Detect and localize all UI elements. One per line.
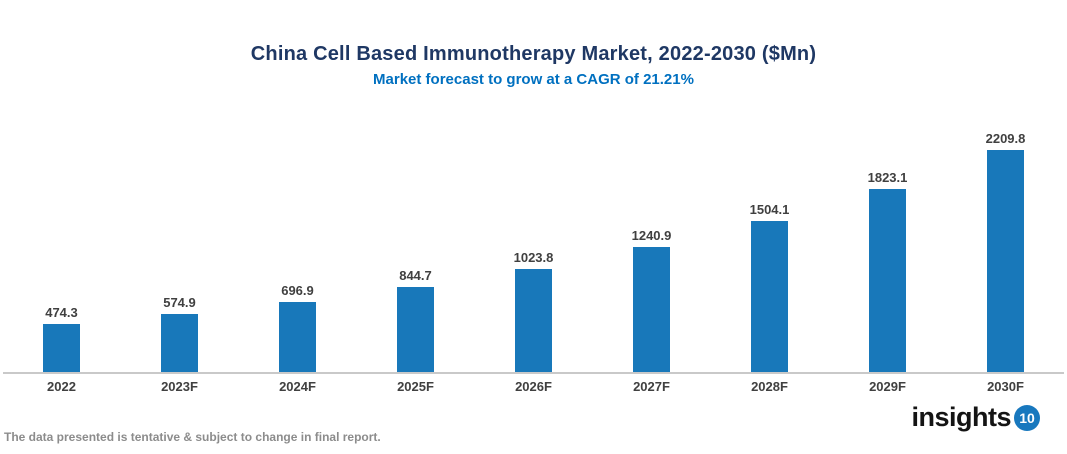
- x-axis-label: 2027F: [633, 379, 670, 394]
- bar-2029F: [869, 189, 906, 372]
- bar-2030F: [987, 150, 1024, 372]
- x-axis-label: 2028F: [751, 379, 788, 394]
- bar-2023F: [161, 314, 198, 372]
- bar-value-label: 1240.9: [631, 228, 672, 243]
- x-axis-label: 2023F: [161, 379, 198, 394]
- x-axis-label: 2022: [47, 379, 76, 394]
- bar-value-label: 844.7: [399, 268, 432, 283]
- x-axis-label: 2024F: [279, 379, 316, 394]
- bar-2024F: [279, 302, 316, 372]
- x-axis-label: 2030F: [987, 379, 1024, 394]
- chart-title: China Cell Based Immunotherapy Market, 2…: [250, 43, 817, 65]
- bar-value-label: 474.3: [45, 305, 78, 320]
- logo-badge-10: 10: [1014, 404, 1040, 431]
- footer-note: The data presented is tentative & subjec…: [4, 430, 381, 444]
- bar-2022: [43, 324, 80, 372]
- insights10-logo: insights 10: [911, 404, 1040, 431]
- chart-subtitle: Market forecast to grow at a CAGR of 21.…: [373, 71, 694, 88]
- bar-2028F: [751, 221, 788, 372]
- bar-value-label: 696.9: [281, 283, 314, 298]
- bar-2027F: [633, 247, 670, 372]
- x-axis-label: 2026F: [515, 379, 552, 394]
- logo-text: insights: [911, 402, 1011, 432]
- bar-value-label: 1823.1: [867, 170, 908, 185]
- bar-value-label: 574.9: [163, 295, 196, 310]
- bar-2025F: [397, 287, 434, 372]
- bar-value-label: 2209.8: [985, 131, 1026, 146]
- x-axis-line: [3, 372, 1064, 374]
- bar-value-label: 1023.8: [513, 250, 554, 265]
- x-axis-label: 2029F: [869, 379, 906, 394]
- bar-2026F: [515, 269, 552, 372]
- x-axis-label: 2025F: [397, 379, 434, 394]
- bar-value-label: 1504.1: [749, 202, 790, 217]
